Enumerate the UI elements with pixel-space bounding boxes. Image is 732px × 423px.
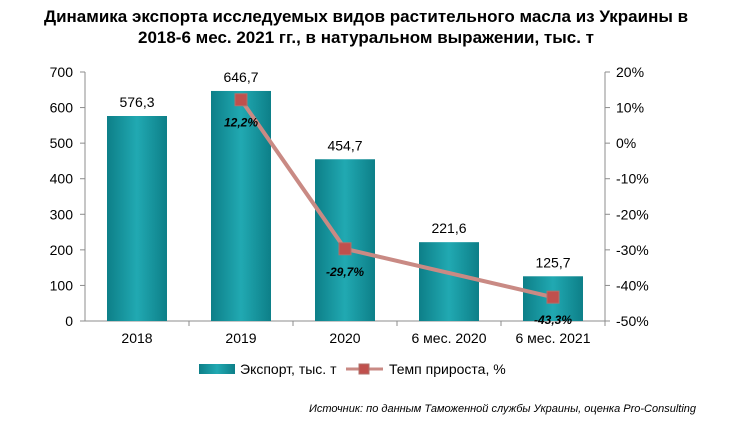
bar <box>107 116 167 321</box>
y-left-tick-label: 300 <box>50 206 74 222</box>
y-right-tick-label: -30% <box>616 242 649 258</box>
bar-data-label: 576,3 <box>119 94 154 110</box>
bar-data-label: 221,6 <box>431 220 466 236</box>
y-right-tick-label: 0% <box>616 135 636 151</box>
x-tick-label: 2019 <box>225 330 256 346</box>
chart-title-line-1: Динамика экспорта исследуемых видов раст… <box>43 7 689 26</box>
x-tick-label: 6 мес. 2020 <box>411 330 486 346</box>
y-right-tick-label: -40% <box>616 277 649 293</box>
growth-marker <box>338 242 352 256</box>
growth-marker <box>234 93 248 107</box>
y-left-tick-label: 200 <box>50 242 74 258</box>
growth-data-label: 12,2% <box>224 116 258 130</box>
growth-line <box>239 98 554 300</box>
bar-data-label: 646,7 <box>223 69 258 85</box>
x-tick-label: 2018 <box>121 330 152 346</box>
y-right-tick-label: -20% <box>616 206 649 222</box>
y-right-tick-label: 20% <box>616 64 644 80</box>
chart-title: Динамика экспорта исследуемых видов раст… <box>0 6 732 48</box>
x-tick-label: 2020 <box>329 330 360 346</box>
y-right-tick-label: 10% <box>616 100 644 116</box>
y-left-tick-label: 100 <box>50 277 74 293</box>
source-note: Источник: по данным Таможенной службы Ук… <box>308 403 696 415</box>
y-right-tick-label: -10% <box>616 171 649 187</box>
legend-label-growth: Темп прироста, % <box>389 361 506 377</box>
chart-title-line-2: 2018-6 мес. 2021 гг., в натуральном выра… <box>137 28 594 47</box>
y-left-tick-label: 500 <box>50 135 74 151</box>
growth-data-label: -43,3% <box>534 313 572 327</box>
y-right-tick-label: -50% <box>616 313 649 329</box>
growth-data-label: -29,7% <box>326 265 364 279</box>
y-left-tick-label: 700 <box>50 64 74 80</box>
bar-data-label: 454,7 <box>327 137 362 153</box>
y-left-tick-label: 600 <box>50 100 74 116</box>
legend-swatch-growth-marker <box>358 363 370 375</box>
legend-label-export: Экспорт, тыс. т <box>240 361 337 377</box>
growth-marker <box>546 290 560 304</box>
x-tick-label: 6 мес. 2021 <box>515 330 590 346</box>
bar <box>315 159 375 321</box>
y-left-tick-label: 400 <box>50 171 74 187</box>
bar <box>419 242 479 321</box>
legend-swatch-export <box>199 364 235 374</box>
bar-data-label: 125,7 <box>535 254 570 270</box>
y-left-tick-label: 0 <box>65 313 73 329</box>
